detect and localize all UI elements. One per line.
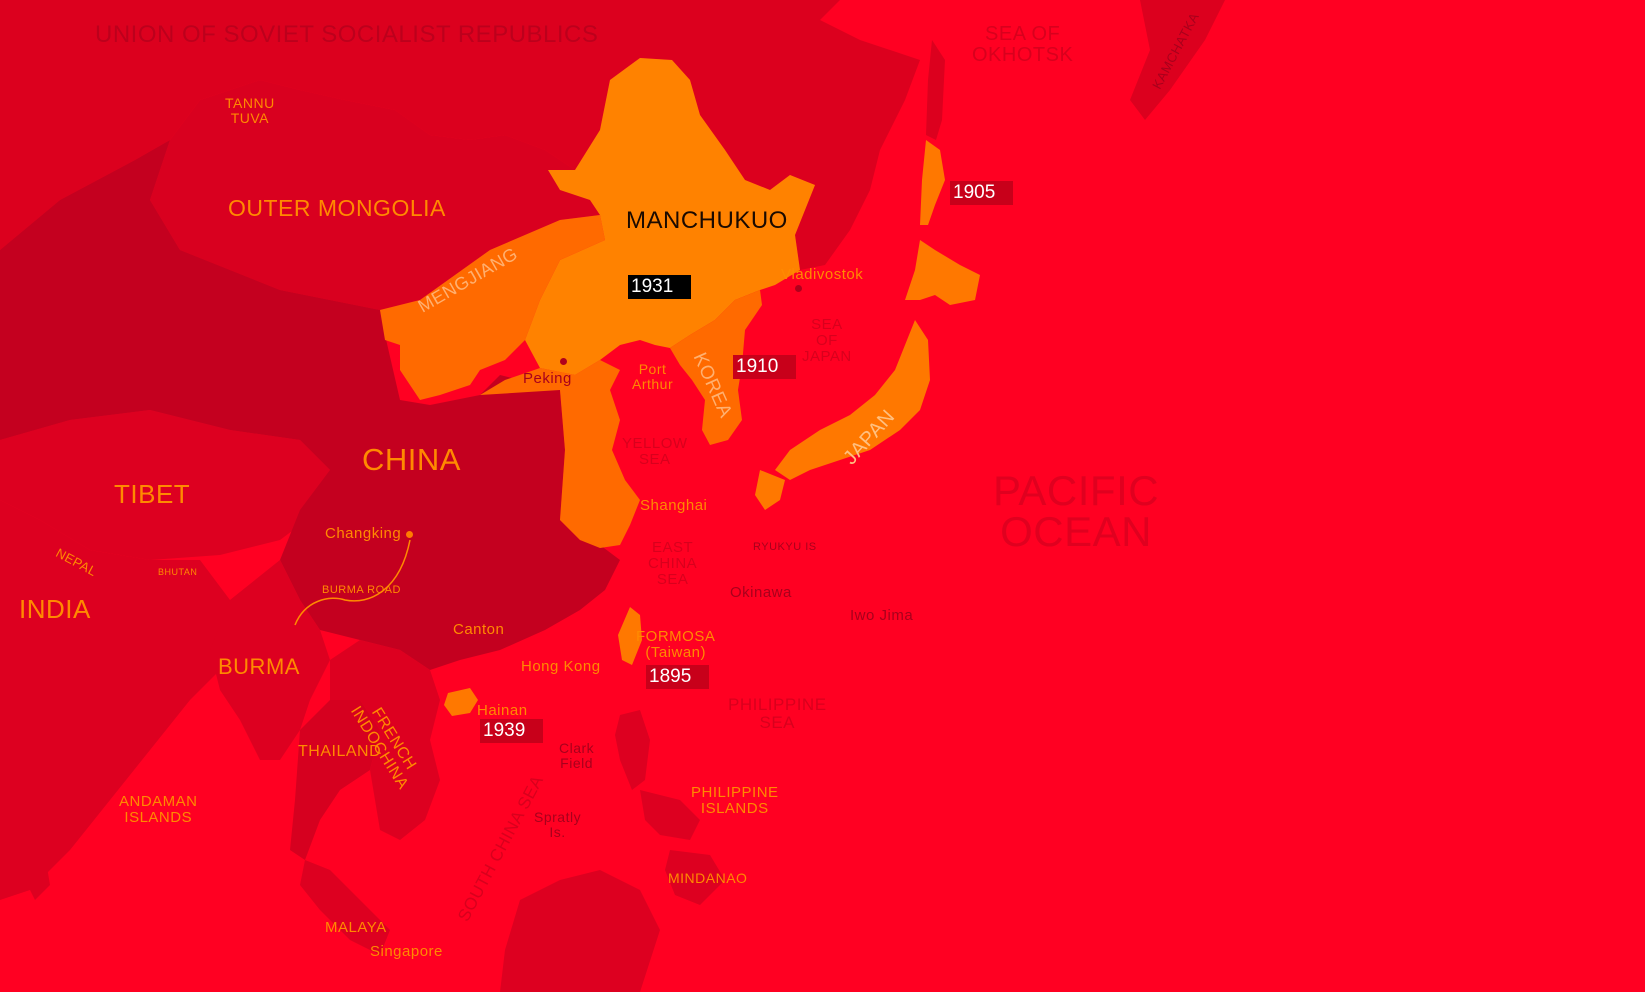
ussr-label: UNION OF SOVIET SOCIALIST REPUBLICS	[95, 21, 599, 48]
sri-lanka	[25, 850, 50, 900]
hainan-territory	[444, 688, 478, 716]
peking-dot	[560, 358, 567, 365]
pacific-label: PACIFIC OCEAN	[993, 467, 1160, 556]
japan-honshu	[775, 320, 930, 480]
sakhalin-north	[926, 40, 945, 140]
peking-label: Peking	[523, 370, 572, 387]
mengjiang-territory	[380, 215, 605, 400]
year-badge-korea: 1910	[733, 355, 797, 379]
ussr-territory	[0, 0, 920, 270]
year-badge-manchukuo: 1931	[628, 275, 692, 299]
china-label: CHINA	[362, 442, 461, 477]
sakhalin-south	[920, 140, 945, 225]
korea-territory	[670, 290, 762, 445]
year-badge-formosa: 1895	[646, 665, 710, 689]
burma-road-line	[294, 539, 411, 626]
bhutan-label: BHUTAN	[158, 567, 198, 577]
ryukyu-label: RYUKYU IS	[753, 541, 817, 553]
tibet-label: TIBET	[114, 479, 191, 509]
japan-kyushu	[755, 470, 785, 510]
china-territory	[0, 140, 620, 670]
mindanao-label: MINDANAO	[668, 870, 748, 886]
occupied-china-territory	[480, 360, 640, 548]
east-china-sea-label: EAST CHINA SEA	[648, 539, 698, 588]
okhotsk-label: SEA OF OKHOTSK	[972, 23, 1074, 66]
vladivostok-dot	[795, 285, 802, 292]
burma-label: BURMA	[218, 654, 300, 679]
hainan-label: Hainan	[477, 702, 528, 719]
burma-road-label: BURMA ROAD	[322, 584, 401, 596]
thailand-label: THAILAND	[298, 743, 382, 760]
burma-territory	[210, 560, 330, 760]
spratly-label: Spratly Is.	[534, 809, 582, 840]
philippine-sea-label: PHILIPPINE SEA	[728, 695, 827, 732]
hong-kong-label: Hong Kong	[521, 658, 601, 675]
philippines-mindanao	[665, 850, 725, 905]
japan-sea-label: SEA OF JAPAN	[802, 316, 852, 365]
okinawa-label: Okinawa	[730, 584, 792, 601]
malaya-territory	[300, 860, 390, 955]
changking-dot	[406, 531, 413, 538]
manchukuo-label: MANCHUKUO	[626, 207, 788, 234]
yellow-sea-label: YELLOW SEA	[622, 435, 688, 468]
changking-label: Changking	[325, 525, 402, 542]
thailand-territory	[290, 700, 380, 860]
outer-mongolia-territory	[150, 80, 600, 310]
vladivostok-label: Vladivostok	[781, 266, 864, 283]
malaya-label: MALAYA	[325, 919, 387, 936]
year-badge-sakhalin: 1905	[950, 181, 1014, 205]
outer-mongolia-label: OUTER MONGOLIA	[228, 195, 446, 221]
year-badge-hainan: 1939	[480, 719, 544, 743]
philippines-luzon	[615, 710, 650, 790]
philippine-islands-label: PHILIPPINE ISLANDS	[691, 784, 779, 817]
philippines-visayas	[640, 790, 700, 840]
japan-hokkaido	[905, 240, 980, 305]
canton-label: Canton	[453, 621, 505, 638]
india-territory	[0, 500, 230, 900]
manchukuo-territory	[525, 58, 815, 375]
andaman-label: ANDAMAN ISLANDS	[119, 793, 198, 826]
india-label: INDIA	[19, 594, 91, 624]
kamchatka-territory	[1130, 0, 1225, 120]
tannu-tuva-label: TANNU TUVA	[225, 95, 275, 126]
indochina-territory	[330, 640, 440, 840]
iwo-jima-label: Iwo Jima	[850, 607, 914, 624]
clark-field-label: Clark Field	[559, 740, 595, 771]
tibet-territory	[0, 410, 330, 560]
port-arthur-label: Port Arthur	[632, 361, 674, 392]
formosa-label: FORMOSA (Taiwan)	[636, 628, 716, 661]
formosa-territory	[618, 607, 642, 665]
singapore-label: Singapore	[370, 943, 443, 960]
shanghai-label: Shanghai	[640, 497, 708, 514]
borneo-territory	[500, 870, 660, 992]
